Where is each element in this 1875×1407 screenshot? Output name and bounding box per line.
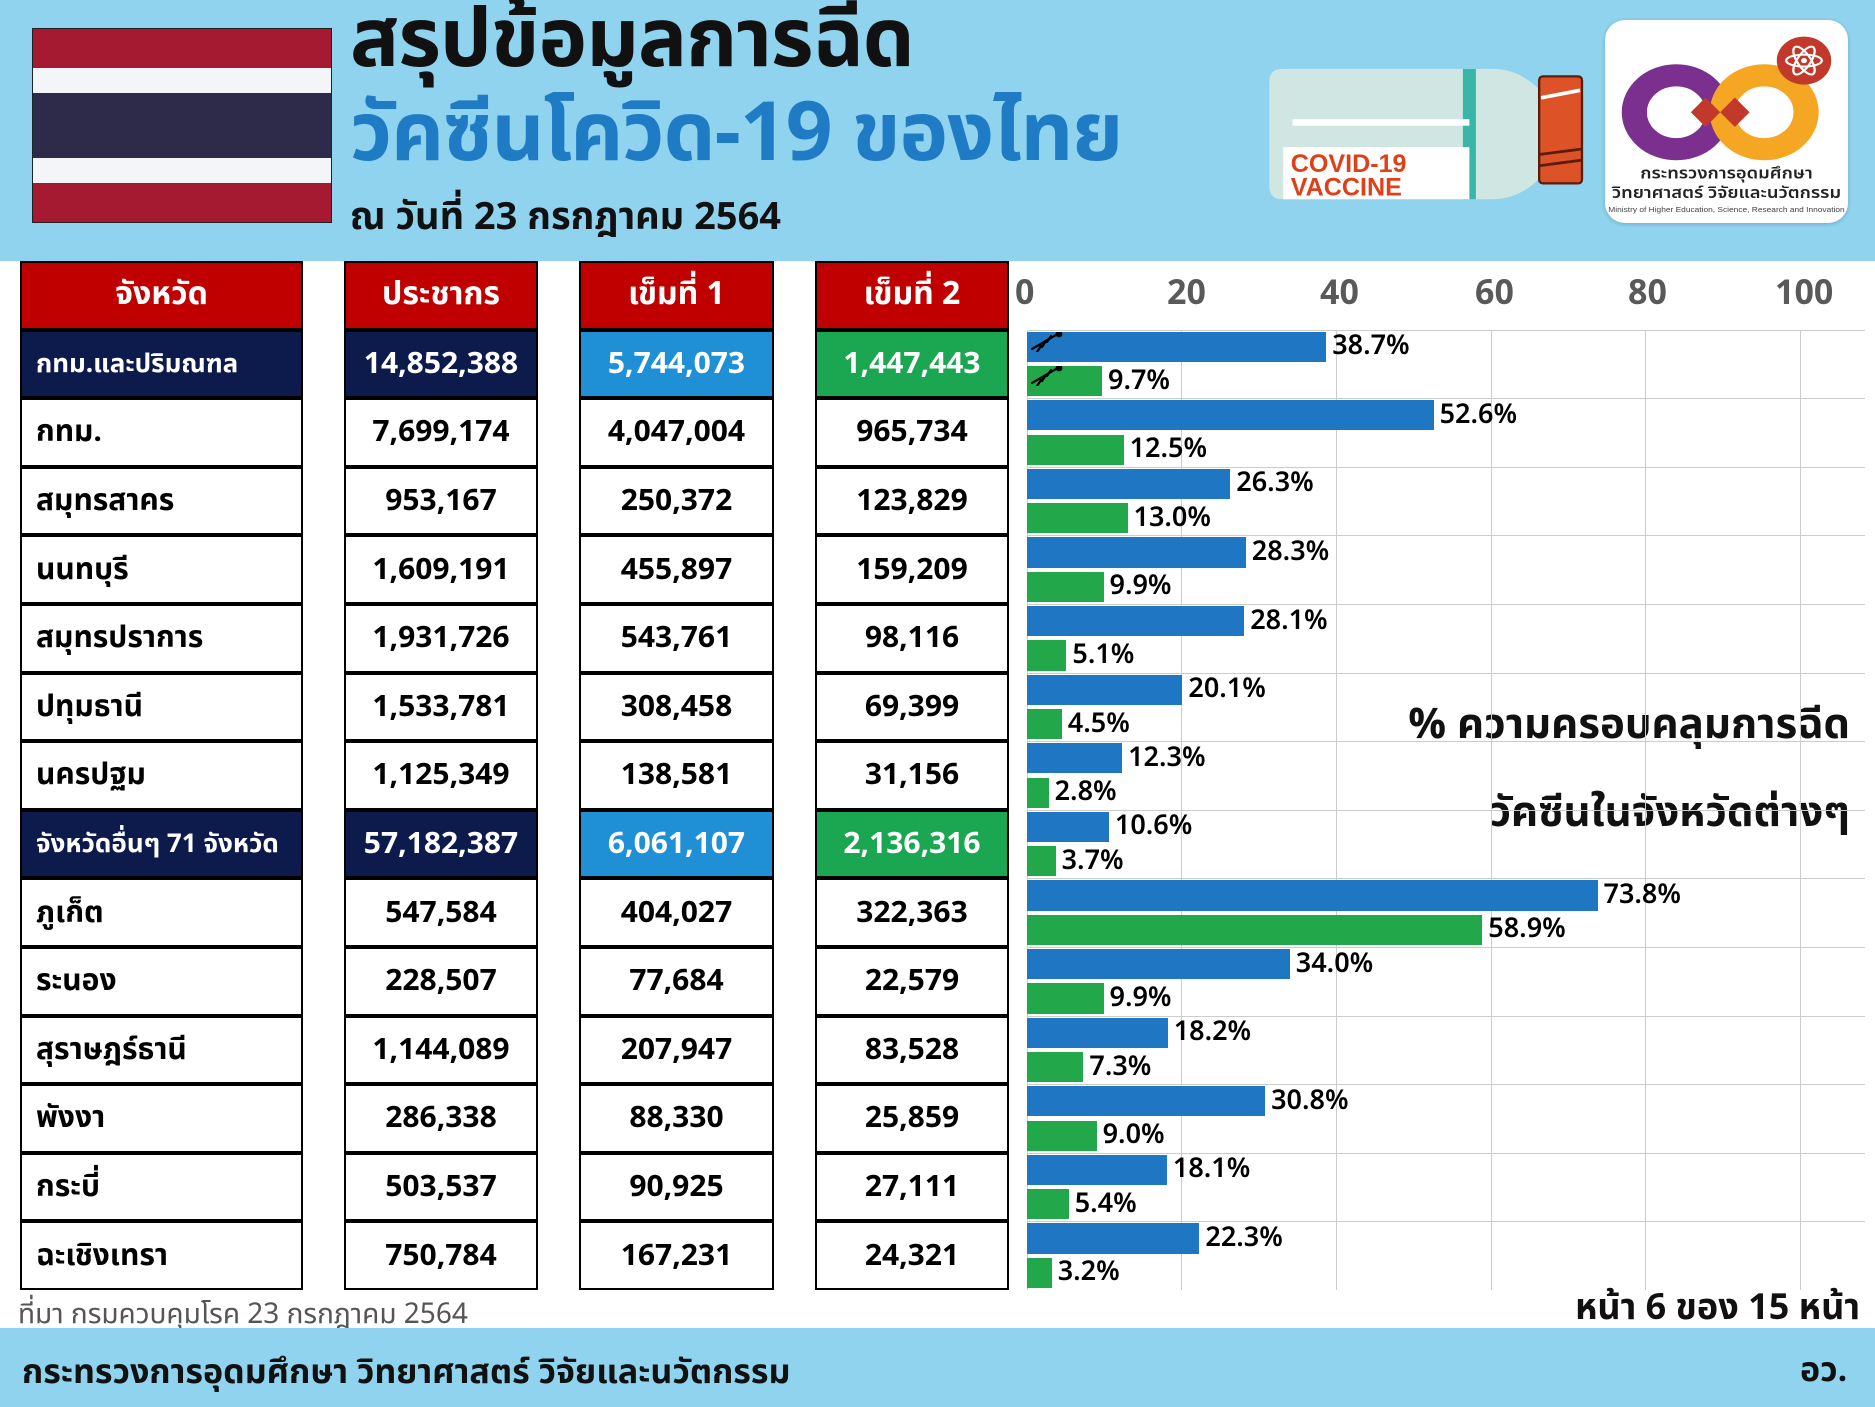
svg-text:VACCINE: VACCINE xyxy=(1291,173,1402,201)
svg-text:วิทยาศาสตร์ วิจัยและนวัตกรรม: วิทยาศาสตร์ วิจัยและนวัตกรรม xyxy=(1611,181,1841,205)
svg-text:Ministry of Higher Education,: Ministry of Higher Education, Science, R… xyxy=(1608,205,1844,213)
